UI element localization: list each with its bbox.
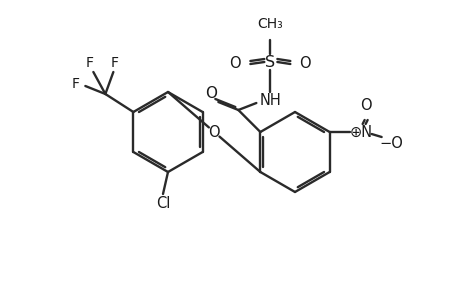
Text: ⊕N: ⊕N: [349, 124, 372, 140]
Text: S: S: [265, 55, 275, 70]
Text: CH₃: CH₃: [257, 17, 283, 31]
Text: O: O: [205, 85, 217, 100]
Text: O: O: [208, 124, 219, 140]
Text: O: O: [359, 98, 371, 112]
Text: Cl: Cl: [156, 196, 170, 211]
Text: −O: −O: [379, 136, 403, 151]
Text: F: F: [85, 56, 93, 70]
Text: O: O: [299, 56, 310, 70]
Text: NH: NH: [259, 92, 280, 107]
Text: O: O: [229, 56, 241, 70]
Text: F: F: [110, 56, 118, 70]
Text: F: F: [71, 77, 79, 91]
